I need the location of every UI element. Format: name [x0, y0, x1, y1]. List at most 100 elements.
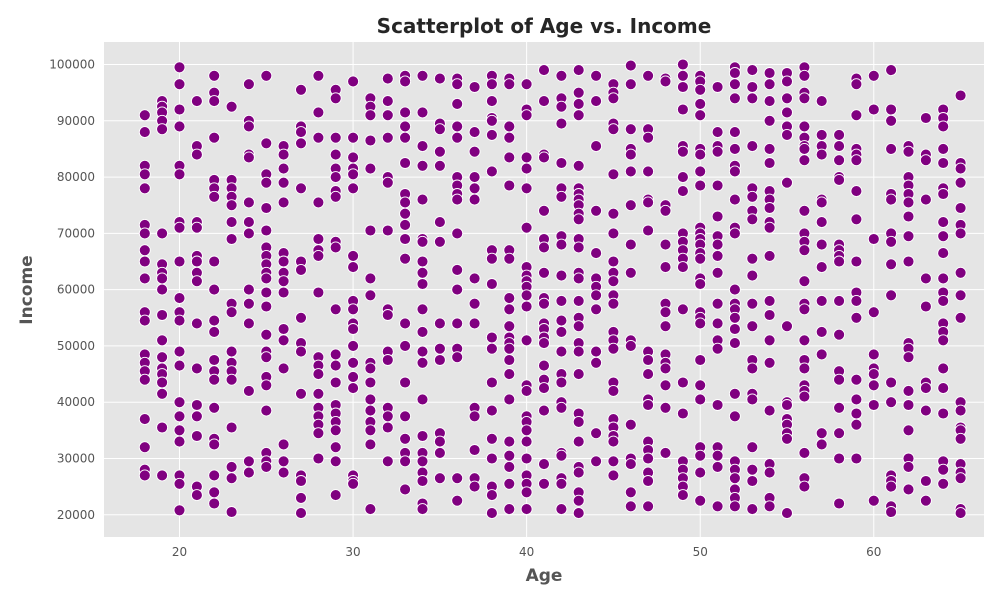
data-point [381, 72, 394, 85]
data-point [867, 368, 880, 381]
data-point [538, 359, 550, 372]
data-point [572, 320, 585, 333]
data-point [225, 506, 238, 518]
data-point [833, 140, 846, 153]
data-point [520, 289, 533, 302]
data-point [312, 69, 325, 82]
data-point [711, 297, 724, 310]
x-axis-ticks: 20 30 40 50 60 [172, 545, 882, 559]
data-point [208, 190, 221, 203]
data-point [399, 131, 412, 144]
data-point [399, 157, 412, 169]
data-point [520, 503, 533, 516]
data-point [468, 126, 481, 139]
data-point [815, 348, 828, 361]
data-point [208, 497, 221, 510]
data-point [416, 356, 429, 369]
data-point [711, 238, 724, 251]
data-point [555, 376, 568, 389]
data-point [451, 494, 464, 507]
data-point [225, 421, 238, 434]
data-point [607, 168, 620, 181]
data-point [763, 142, 776, 155]
data-point [381, 95, 394, 108]
data-point [798, 480, 811, 493]
data-point [624, 266, 637, 279]
data-point [399, 483, 412, 496]
data-point [919, 154, 932, 167]
data-point [919, 300, 932, 313]
data-point [260, 176, 273, 189]
data-point [277, 162, 290, 175]
data-point [364, 404, 377, 417]
data-point [833, 401, 846, 414]
data-point [329, 303, 342, 316]
data-point [208, 373, 221, 386]
data-point [711, 266, 724, 279]
data-point [728, 311, 741, 324]
data-point [746, 393, 759, 406]
data-point [937, 120, 950, 133]
data-point [381, 410, 394, 423]
data-point [676, 171, 689, 184]
data-point [781, 432, 793, 445]
data-point [485, 252, 498, 265]
data-point [919, 193, 932, 206]
data-point [798, 244, 811, 257]
data-point [312, 387, 325, 400]
data-point [937, 272, 950, 285]
data-point [590, 204, 603, 217]
x-tick-label: 50 [693, 545, 708, 559]
data-point [937, 463, 950, 476]
data-point [642, 69, 655, 82]
data-point [416, 140, 429, 153]
data-point [728, 227, 741, 240]
data-point [416, 325, 429, 338]
data-point [798, 69, 811, 82]
data-point [173, 168, 186, 181]
data-point [433, 472, 446, 485]
data-point [763, 249, 776, 262]
data-point [867, 399, 880, 411]
data-point [277, 196, 290, 209]
data-point [485, 128, 498, 141]
data-point [364, 272, 377, 285]
data-point [242, 466, 255, 479]
data-point [624, 123, 637, 136]
data-point [433, 354, 446, 366]
data-point [416, 69, 429, 82]
data-point [451, 472, 464, 485]
y-tick-label: 20000 [57, 508, 95, 522]
data-point [260, 404, 273, 417]
data-point [503, 449, 516, 462]
data-point [676, 58, 689, 71]
data-point [225, 306, 238, 319]
data-point [138, 227, 151, 240]
data-point [399, 75, 412, 88]
data-point [503, 151, 516, 164]
data-point [173, 255, 186, 268]
data-point [694, 494, 707, 507]
data-point [572, 109, 585, 122]
data-point [416, 159, 429, 172]
data-point [208, 314, 221, 327]
data-point [815, 95, 828, 108]
data-point [208, 131, 221, 144]
data-point [763, 294, 776, 307]
data-point [572, 86, 585, 99]
data-point [190, 399, 203, 411]
y-tick-label: 40000 [57, 395, 95, 409]
data-point [538, 382, 550, 395]
data-point [520, 424, 533, 437]
data-point [850, 407, 863, 420]
data-point [312, 106, 325, 119]
data-point [208, 283, 221, 296]
data-point [572, 466, 585, 479]
data-point [694, 354, 707, 366]
data-point [277, 362, 290, 375]
data-point [277, 255, 290, 268]
data-point [381, 131, 394, 144]
data-point [312, 452, 325, 465]
data-point [381, 309, 394, 321]
data-point [173, 435, 186, 448]
